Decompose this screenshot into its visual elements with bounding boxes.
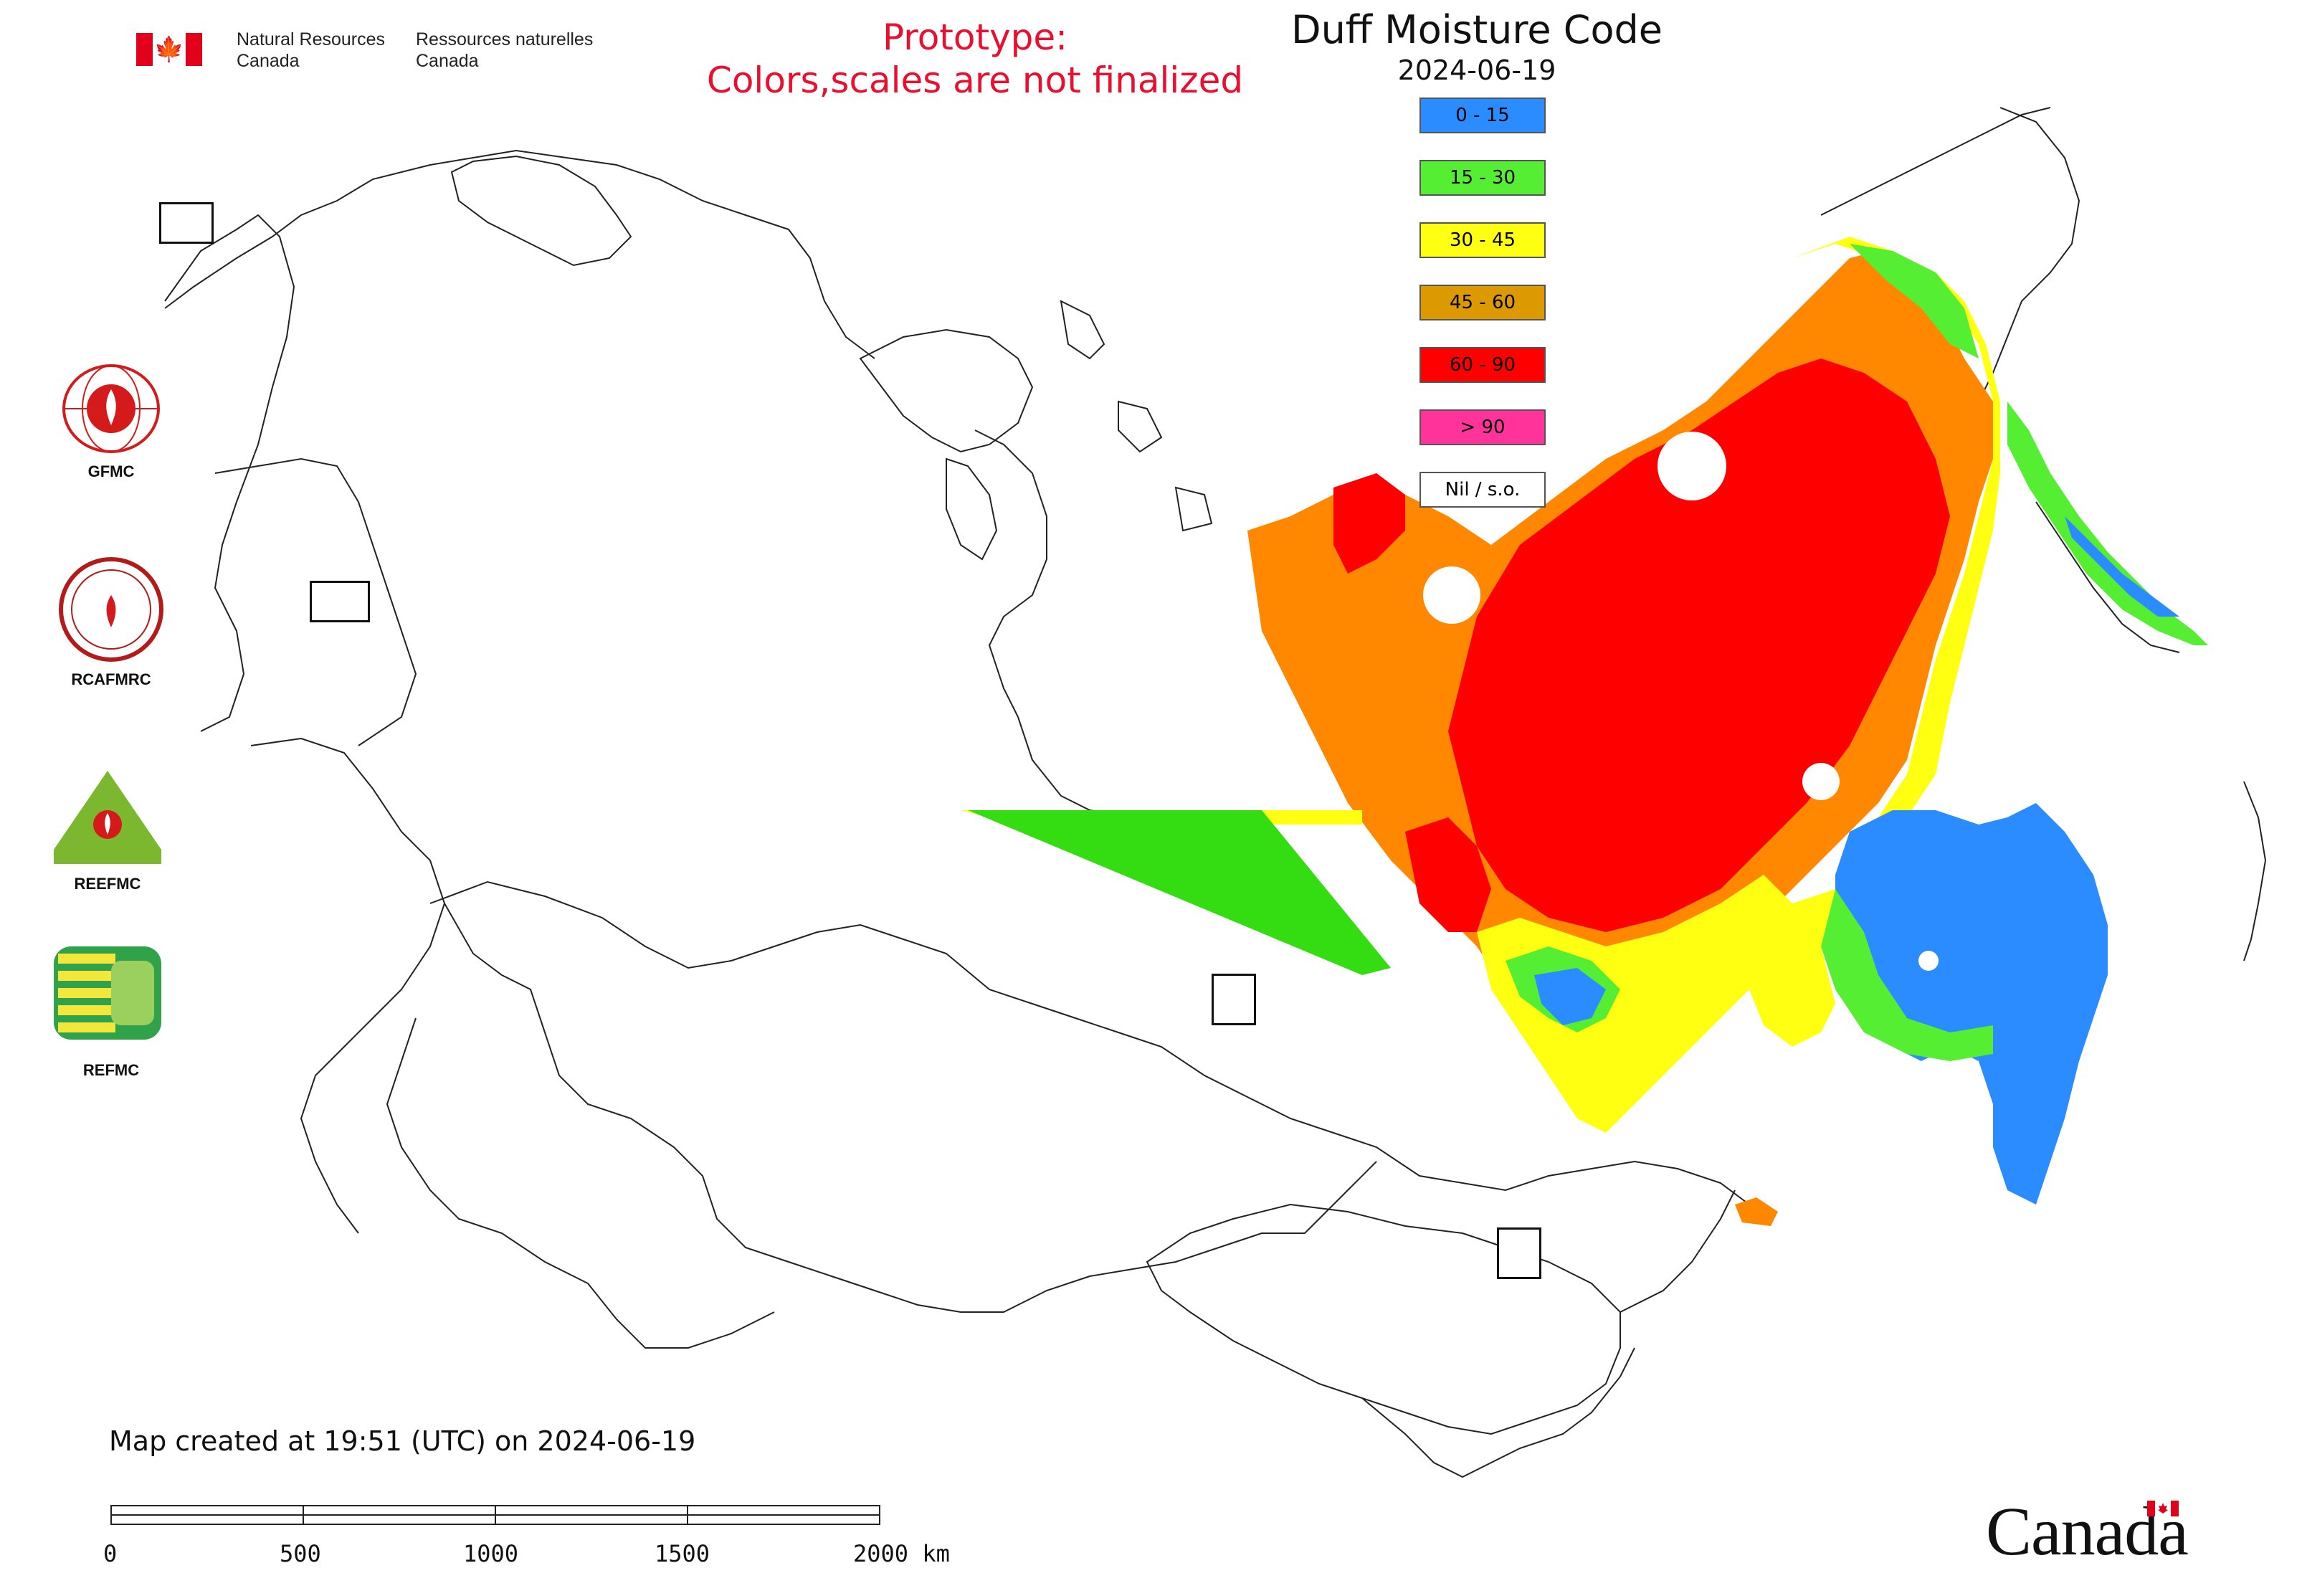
gfmc-map-marker-icon [159,202,214,244]
legend-item: > 90 [1419,409,1546,445]
scalebar-graphic [110,1505,880,1525]
border-yamal [974,429,1047,718]
agency-refmc: REFMC [39,946,183,1080]
agency-rcafmrc: RCAFMRC [39,556,183,689]
country-borders [164,107,2267,1478]
scale-tick-label: 0 [103,1540,118,1567]
dmc-zone-far-east-blue [1835,803,2108,1205]
border-chukotka [1820,107,2051,216]
border-europe-north [164,149,875,359]
map-date: 2024-06-19 [1397,54,1556,86]
nil-hole [1657,432,1726,500]
border-arctic-islands [946,300,1213,561]
reefmc-logo-icon [54,771,161,864]
border-kazakhstan [444,903,1377,1313]
wordmark-flag-icon [2147,1501,2179,1516]
legend-item: 45 - 60 [1419,285,1546,320]
scale-tick-label: 500 [280,1540,321,1567]
scale-tick-label: 2000 km [853,1540,950,1567]
scale-tick-label: 1500 [655,1540,710,1567]
border-east-coast [2035,501,2180,653]
dmc-zone-yellow-east [1792,237,2000,817]
prototype-notice: Prototype: Colors,scales are not finaliz… [706,16,1244,101]
dmc-zone-se-island [1735,1197,1778,1226]
dmc-zone-far-east-green [1821,889,1993,1061]
map-created-note: Map created at 19:51 (UTC) on 2024-06-19 [109,1425,696,1457]
nil-hole [1423,566,1480,624]
legend-item: 15 - 30 [1419,160,1546,196]
scale-tick-label: 1000 [463,1540,519,1567]
dmc-data-layer [961,237,2208,1226]
nil-hole [1689,1108,1709,1129]
border-russia-south [429,880,1750,1205]
department-name-fr: Ressources naturelles Canada [416,29,594,71]
border-china [1361,1347,1635,1478]
map-title: Duff Moisture Code [1291,7,1663,52]
rcafmrc-map-marker-icon [1497,1227,1541,1279]
border-china-north [1620,1189,1736,1313]
government-signature: 🍁 Natural Resources Canada Ressources na… [136,29,624,79]
nil-hole [1918,951,1939,971]
dmc-zone-northeast-yellow [1749,889,1835,1047]
scalebar [111,1504,882,1524]
reefmc-map-marker-icon [310,581,370,622]
border-eastern-europe [250,737,446,1234]
dmc-zone-red [1448,358,1950,932]
agency-label: GFMC [87,462,135,480]
dmc-zone-blue-south [1534,968,1606,1025]
border-taimyr [859,328,1034,453]
border-baltic [214,457,417,746]
agency-label: REEFMC [74,875,141,893]
nil-hole [2076,1116,2096,1136]
refmc-logo-icon [54,946,161,1040]
legend-item: 30 - 45 [1419,222,1546,258]
border-mongolia [1146,1203,1621,1435]
agency-reefmc: REEFMC [36,767,179,893]
legend-item: Nil / s.o. [1419,472,1546,508]
streak-green-band [968,810,1391,975]
agency-label: RCAFMRC [71,670,151,688]
nil-hole [1802,763,1840,800]
dmc-zone-kamchatka [2007,402,2208,645]
border-kola [450,155,632,267]
dmc-zone-red-south [1405,817,1491,932]
agency-label: REFMC [82,1061,140,1079]
legend-item: 60 - 90 [1419,347,1546,383]
refmc-map-marker-icon [1212,974,1256,1025]
rcafmrc-logo-icon [59,557,163,662]
department-name-en: Natural Resources Canada [237,29,386,71]
dmc-zone-yellow-south [1477,875,1792,1133]
border-central-asia [386,1017,775,1349]
dmc-zone-red-west [1333,473,1405,574]
legend-item: 0 - 15 [1419,98,1546,133]
border-sakhalin [2243,781,2267,961]
agency-gfmc: GFMC [39,362,183,481]
canada-flag-icon: 🍁 [136,33,202,66]
dmc-zone-green-north [1850,244,1979,358]
gfmc-logo-icon [62,364,160,453]
dmc-streaks [961,810,1391,975]
border-scandinavia [164,214,295,732]
